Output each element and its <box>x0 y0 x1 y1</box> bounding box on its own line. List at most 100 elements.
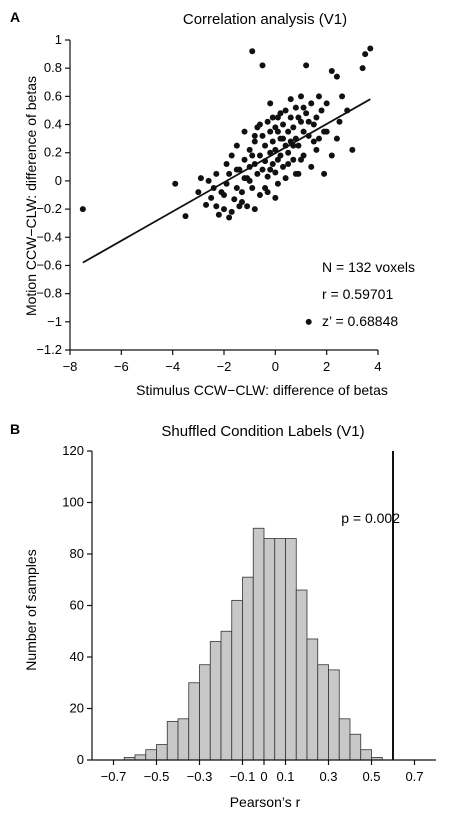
scatter-point <box>285 149 292 156</box>
histogram-bar <box>328 669 340 761</box>
scatter-point <box>267 166 274 173</box>
scatter-point <box>267 128 274 135</box>
scatter-point <box>205 177 212 184</box>
histogram-bar <box>134 754 147 761</box>
scatter-point <box>172 180 179 187</box>
scatter-point <box>295 170 302 177</box>
scatter-point <box>339 93 346 100</box>
histogram-bar <box>360 749 372 761</box>
scatter-point <box>310 121 317 128</box>
panel-a-y-tick-label: 0.6 <box>44 88 62 103</box>
scatter-point <box>197 175 204 182</box>
panel-a-y-tick-label: 0.2 <box>44 145 62 160</box>
scatter-point <box>269 138 276 145</box>
scatter-point <box>182 213 189 220</box>
scatter-point <box>285 128 292 135</box>
panel-b-y-label: Number of samples <box>23 549 39 670</box>
scatter-point <box>221 192 227 198</box>
scatter-point <box>249 152 256 159</box>
scatter-point <box>264 118 271 125</box>
panel-b-x-tick-label: 0.7 <box>405 769 423 784</box>
scatter-point <box>303 62 310 69</box>
scatter-point <box>241 175 248 182</box>
panel-a-y-tick-label: 0.8 <box>44 60 62 75</box>
panel-b: B Shuffled Condition Labels (V1) 0 20 40 60… <box>10 421 436 810</box>
histogram-bar <box>338 718 351 761</box>
scatter-point <box>359 65 366 72</box>
scatter-point <box>269 161 276 167</box>
panel-b-x-tick-label: 0.5 <box>362 769 380 784</box>
panel-a-x-tick-label: −2 <box>217 359 232 374</box>
scatter-point <box>313 146 320 153</box>
panel-b-title: Shuffled Condition Labels (V1) <box>161 423 364 440</box>
histogram-bar <box>145 749 157 761</box>
scatter-point <box>280 135 287 142</box>
panel-a-annotation-z: z’ = 0.68848 <box>322 313 398 329</box>
scatter-point <box>308 163 315 170</box>
panel-a-x-tick-label: −4 <box>165 359 180 374</box>
panel-a-y-tick-label: 0.4 <box>44 117 62 132</box>
scatter-point <box>295 114 302 121</box>
panel-a-x-tick-label: −8 <box>63 359 78 374</box>
scatter-point <box>195 189 202 196</box>
panel-b-p-value: p = 0.002 <box>341 510 400 526</box>
histogram-bar <box>220 630 233 761</box>
panel-a-y-tick-label: −0.2 <box>36 201 62 216</box>
histogram-bar <box>252 527 265 761</box>
panel-b-x-label: Pearson’s r <box>230 794 301 810</box>
panel-a-letter: A <box>10 9 20 25</box>
scatter-point <box>272 194 279 201</box>
scatter-point <box>277 110 284 117</box>
panel-b-bars <box>123 527 383 761</box>
scatter-point <box>274 180 281 187</box>
scatter-point <box>249 48 256 55</box>
scatter-point <box>313 114 320 121</box>
scatter-point <box>282 107 289 114</box>
histogram-bar <box>177 718 190 761</box>
panel-a-fit-line <box>82 98 371 264</box>
scatter-point <box>249 184 256 191</box>
panel-b-x-tick-label: −0.1 <box>230 769 256 784</box>
scatter-point <box>213 170 220 177</box>
scatter-point <box>274 128 281 135</box>
scatter-point <box>226 170 233 177</box>
scatter-point <box>308 100 315 107</box>
scatter-point <box>362 51 369 58</box>
panel-b-y-tick-label: 120 <box>62 443 84 458</box>
panel-a-x-tick-label: 2 <box>323 359 330 374</box>
scatter-point <box>315 135 322 142</box>
scatter-point <box>223 161 230 167</box>
panel-b-x-tick-label: −0.7 <box>101 769 127 784</box>
panel-a-points <box>79 45 374 325</box>
panel-a-y-tick-label: −1.2 <box>36 342 62 357</box>
panel-a-y-tick-label: −0.8 <box>36 286 62 301</box>
scatter-point <box>287 96 294 103</box>
panel-a-y-label: Motion CCW−CLW: difference of betas <box>23 76 39 316</box>
scatter-point <box>295 142 302 149</box>
panel-a-x-label: Stimulus CCW−CLW: difference of betas <box>136 382 388 398</box>
scatter-point <box>256 121 263 128</box>
panel-b-y-tick-label: 100 <box>62 495 84 510</box>
scatter-point <box>246 177 253 184</box>
scatter-point <box>321 128 328 135</box>
panel-b-x-tick-label: 0.3 <box>319 769 337 784</box>
scatter-point <box>333 73 340 80</box>
scatter-point <box>231 196 238 203</box>
panel-b-y-tick-label: 80 <box>70 546 84 561</box>
scatter-point <box>233 142 240 149</box>
scatter-point <box>290 156 297 163</box>
panel-a-title: Correlation analysis (V1) <box>183 11 347 28</box>
scatter-point <box>287 114 294 121</box>
panel-b-x-tick-label: −0.5 <box>144 769 170 784</box>
scatter-point <box>254 170 261 177</box>
scatter-point <box>303 110 310 117</box>
histogram-bar <box>209 641 222 761</box>
scatter-point <box>256 192 263 198</box>
scatter-point <box>323 100 330 107</box>
scatter-point <box>282 175 289 182</box>
histogram-bar <box>156 744 168 761</box>
histogram-bar <box>263 538 276 761</box>
scatter-point <box>203 201 210 208</box>
scatter-point <box>228 152 235 159</box>
scatter-point <box>336 118 343 125</box>
